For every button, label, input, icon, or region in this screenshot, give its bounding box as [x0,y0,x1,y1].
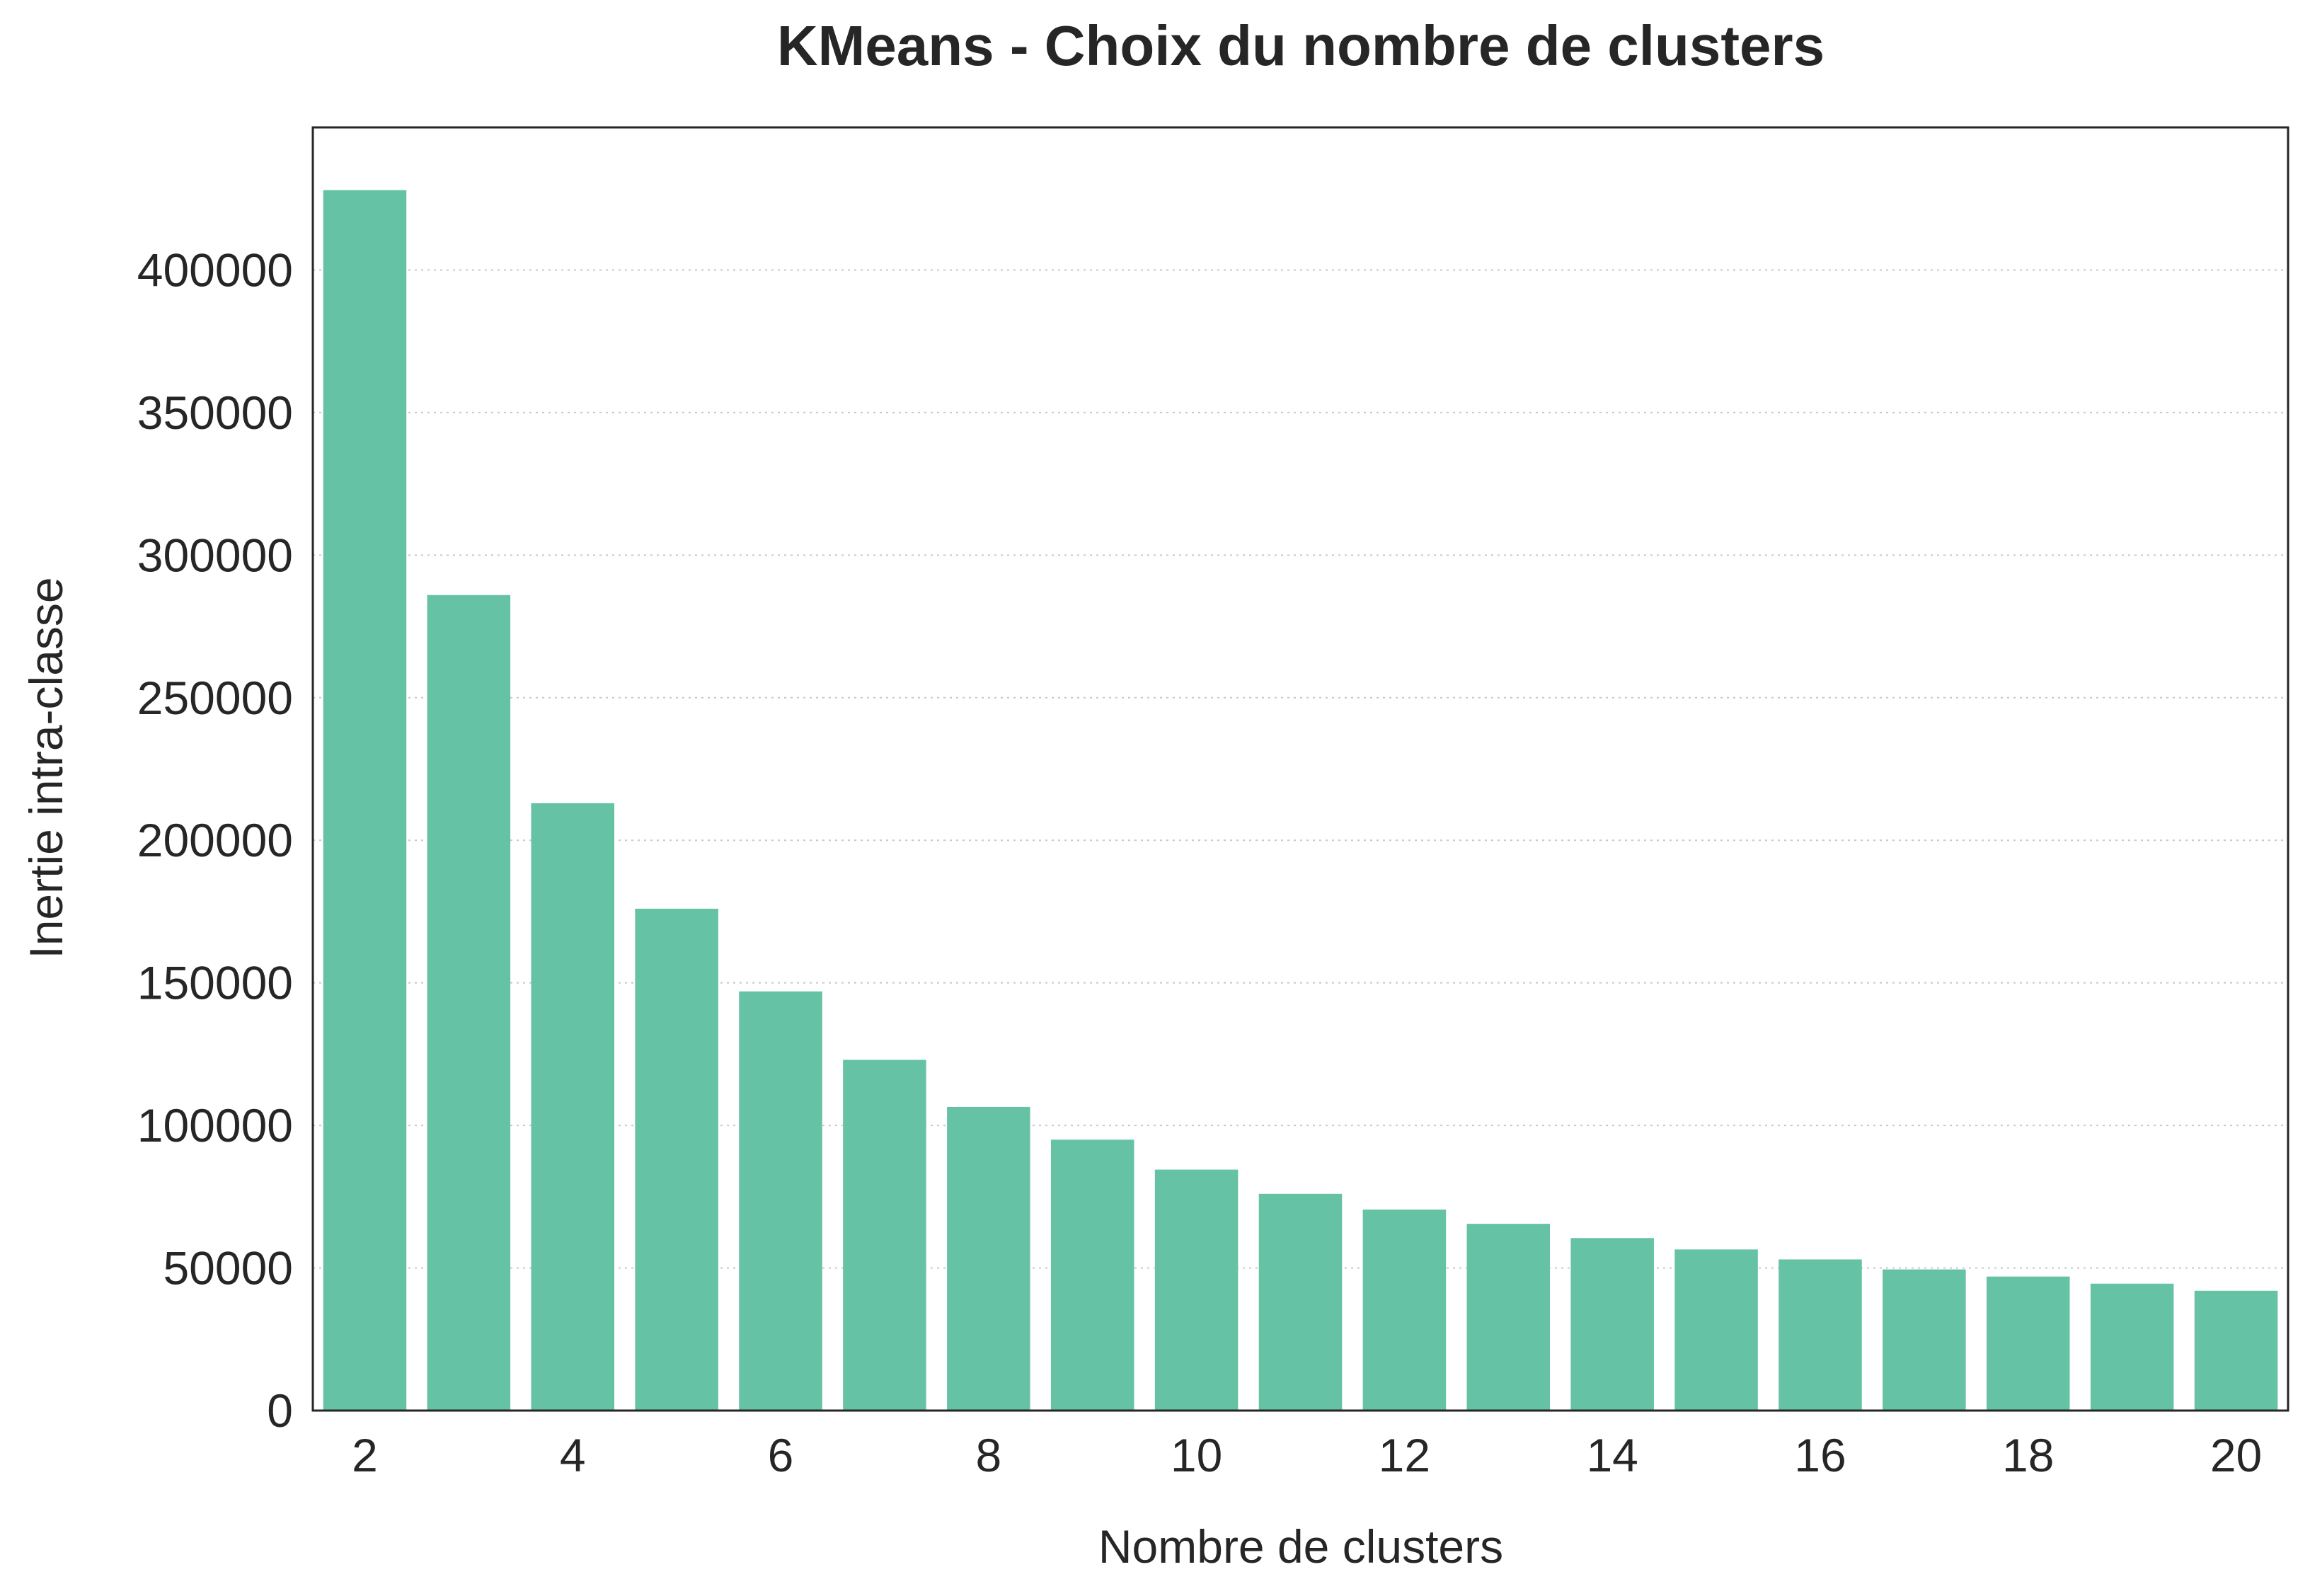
x-tick-label: 20 [2210,1429,2262,1481]
bar [1570,1238,1654,1411]
bar [1779,1259,1862,1411]
y-tick-label: 400000 [137,243,293,296]
y-tick-label: 100000 [137,1099,293,1152]
y-tick-label: 300000 [137,529,293,581]
x-tick-label: 12 [1379,1429,1430,1481]
x-tick-label: 4 [560,1429,586,1481]
y-tick-label: 150000 [137,957,293,1009]
y-axis-ticks: 0 50000 100000 150000 200000 250000 300000 3500… [137,243,293,1437]
x-tick-label: 16 [1794,1429,1846,1481]
x-tick-label: 6 [768,1429,794,1481]
chart-title: KMeans - Choix du nombre de clusters [777,14,1825,77]
x-axis-label: Nombre de clusters [1098,1520,1503,1573]
bar [1155,1170,1239,1411]
y-tick-label: 200000 [137,814,293,866]
bar [1467,1224,1551,1411]
y-tick-label: 350000 [137,386,293,439]
x-tick-label: 10 [1171,1429,1222,1481]
bar [427,595,511,1411]
x-tick-label: 18 [2002,1429,2054,1481]
bar [947,1107,1030,1411]
x-tick-label: 8 [975,1429,1001,1481]
bar [843,1060,926,1411]
x-tick-label: 2 [352,1429,378,1481]
bars [323,190,2278,1411]
bar [1883,1270,1966,1411]
bar [1674,1249,1758,1411]
bar [2091,1284,2174,1411]
x-axis-ticks: 2 4 6 8 10 12 14 16 18 20 [352,1429,2262,1481]
bar [635,909,718,1411]
y-axis-label: Inertie intra-classe [20,577,72,958]
bar [1987,1277,2070,1411]
y-tick-label: 0 [267,1384,293,1437]
y-tick-label: 250000 [137,672,293,724]
bar [739,992,822,1411]
bar [2195,1291,2278,1411]
bar [323,190,407,1411]
bar [1363,1210,1447,1411]
bar [1259,1194,1343,1411]
bar [1051,1139,1134,1411]
x-tick-label: 14 [1586,1429,1638,1481]
y-tick-label: 50000 [163,1242,293,1294]
bar [531,803,614,1411]
